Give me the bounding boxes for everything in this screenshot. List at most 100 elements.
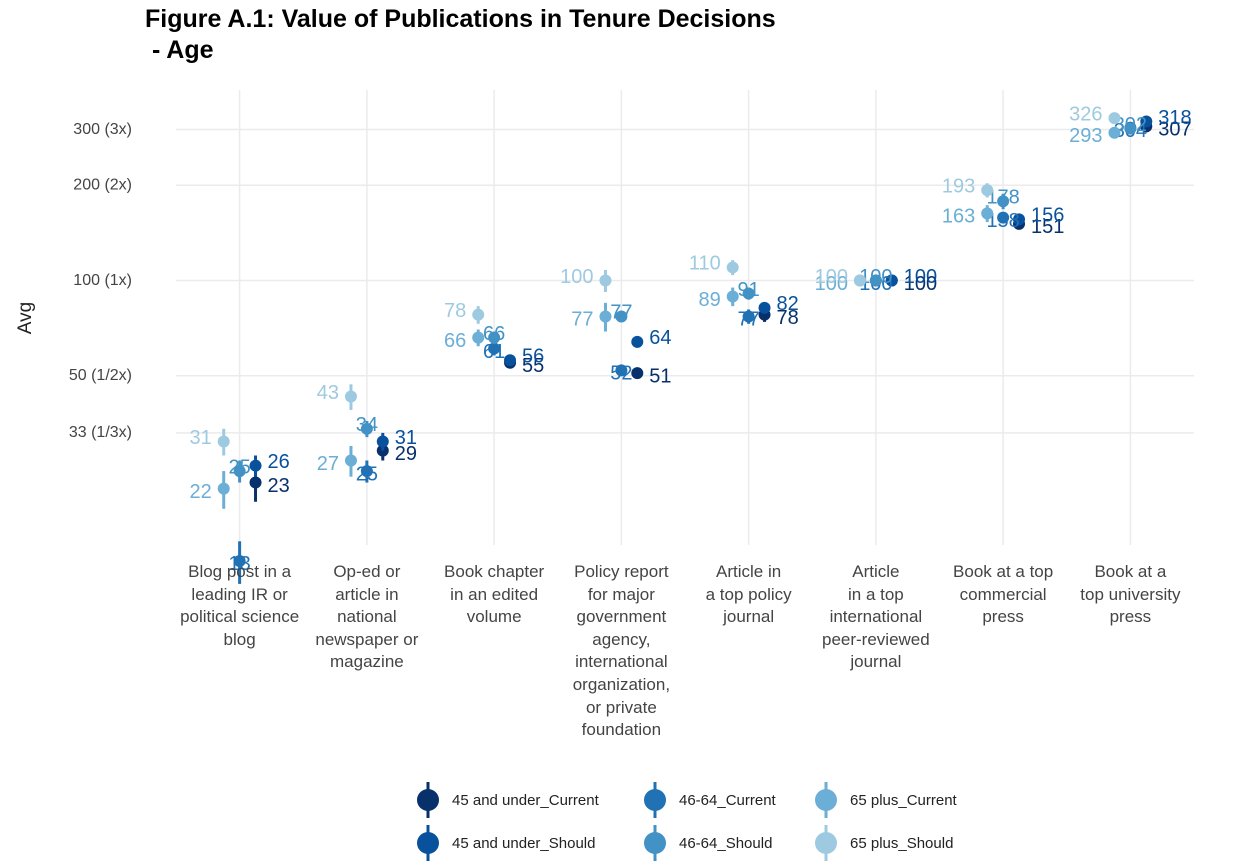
data-label: 100: [904, 273, 937, 295]
legend-dot: [815, 789, 837, 811]
dot: [631, 335, 644, 348]
data-label: 66: [444, 330, 466, 352]
data-label: 25: [229, 456, 251, 478]
dot: [344, 454, 357, 467]
dot: [472, 308, 485, 321]
dot: [488, 331, 501, 344]
data-label: 77: [610, 302, 632, 324]
dot: [997, 211, 1010, 224]
dot: [249, 459, 262, 472]
data-label: 89: [698, 289, 720, 311]
legend-label: 65 plus_Should: [850, 835, 953, 852]
data-label: 82: [777, 293, 799, 315]
legend-dot: [644, 832, 666, 854]
dot: [488, 342, 501, 355]
dot: [1140, 115, 1153, 128]
dot: [631, 367, 644, 380]
dot: [249, 476, 262, 489]
data-label: 23: [268, 475, 290, 497]
x-tick-label: Policy report for major government agenc…: [572, 562, 671, 740]
dot: [599, 274, 612, 287]
data-label: 34: [356, 414, 378, 436]
data-label: 78: [777, 307, 799, 329]
data-label: 31: [189, 427, 211, 449]
legend-label: 46-64_Current: [679, 792, 777, 809]
y-axis-label: Avg: [15, 302, 36, 334]
y-tick-label: 50 (1/2x): [69, 367, 132, 384]
data-label: 25: [356, 463, 378, 485]
dot: [853, 274, 866, 287]
dot: [599, 310, 612, 323]
y-tick-label: 100 (1x): [73, 272, 132, 289]
dot: [344, 390, 357, 403]
data-label: 31: [395, 427, 417, 449]
data-label: 43: [317, 382, 339, 404]
dot: [233, 465, 246, 478]
dot: [233, 554, 246, 567]
dot: [742, 310, 755, 323]
dot: [217, 435, 230, 448]
data-label: 293: [1069, 125, 1102, 147]
x-tick-label: Book at a top commercial press: [953, 562, 1054, 627]
dot: [742, 287, 755, 300]
data-label: 64: [649, 327, 671, 349]
y-tick-label: 300 (3x): [73, 121, 132, 138]
data-label: 22: [189, 481, 211, 503]
dot: [981, 207, 994, 220]
data-label: 55: [522, 355, 544, 377]
y-tick-label: 33 (1/3x): [69, 424, 132, 441]
legend-dot: [417, 789, 439, 811]
data-label: 326: [1069, 103, 1102, 125]
data-label: 27: [317, 453, 339, 475]
x-tick-label: Op-ed or article in national newspaper o…: [315, 562, 419, 672]
dot: [615, 364, 628, 377]
dot: [376, 435, 389, 448]
data-label: 61: [483, 341, 505, 363]
data-label: 193: [942, 175, 975, 197]
data-label: 52: [610, 363, 632, 385]
dot: [615, 310, 628, 323]
legend-dot: [644, 789, 666, 811]
dot: [869, 274, 882, 287]
data-label: 56: [522, 346, 544, 368]
legend-dot: [815, 832, 837, 854]
data-label: 302: [1114, 114, 1147, 136]
data-label: 158: [986, 210, 1019, 232]
data-label: 66: [483, 323, 505, 345]
data-label: 318: [1158, 107, 1191, 129]
dot: [1108, 112, 1121, 125]
y-tick-label: 200 (2x): [73, 176, 132, 193]
dot: [1013, 213, 1026, 226]
dot: [360, 465, 373, 478]
data-label: 110: [689, 253, 721, 275]
data-label: 13: [229, 553, 251, 575]
dot: [217, 482, 230, 495]
dot: [472, 331, 485, 344]
dot: [1108, 126, 1121, 139]
x-tick-label: Article in a top international peer-revi…: [822, 562, 930, 672]
data-label: 29: [395, 443, 417, 465]
data-label: 77: [571, 309, 593, 331]
legend-label: 46-64_Should: [679, 835, 772, 852]
data-label: 91: [738, 279, 760, 301]
dot: [981, 184, 994, 197]
data-label: 307: [1158, 119, 1191, 141]
data-label: 51: [649, 365, 671, 387]
data-label: 78: [444, 300, 466, 322]
data-label: 100: [815, 273, 848, 295]
dot: [360, 422, 373, 435]
legend-label: 45 and under_Should: [452, 835, 595, 852]
legend-label: 45 and under_Current: [452, 792, 600, 809]
chart-title: Figure A.1: Value of Publications in Ten…: [145, 5, 776, 64]
dot: [726, 261, 739, 274]
dot: [885, 274, 898, 287]
x-tick-label: Blog post in a leading IR or political s…: [180, 562, 300, 649]
data-label: 100: [904, 266, 937, 288]
data-label: 100: [815, 266, 848, 288]
legend-dot: [417, 832, 439, 854]
data-label: 26: [268, 451, 290, 473]
x-tick-label: Article in a top policy journal: [705, 562, 792, 627]
data-label: 100: [859, 266, 892, 288]
